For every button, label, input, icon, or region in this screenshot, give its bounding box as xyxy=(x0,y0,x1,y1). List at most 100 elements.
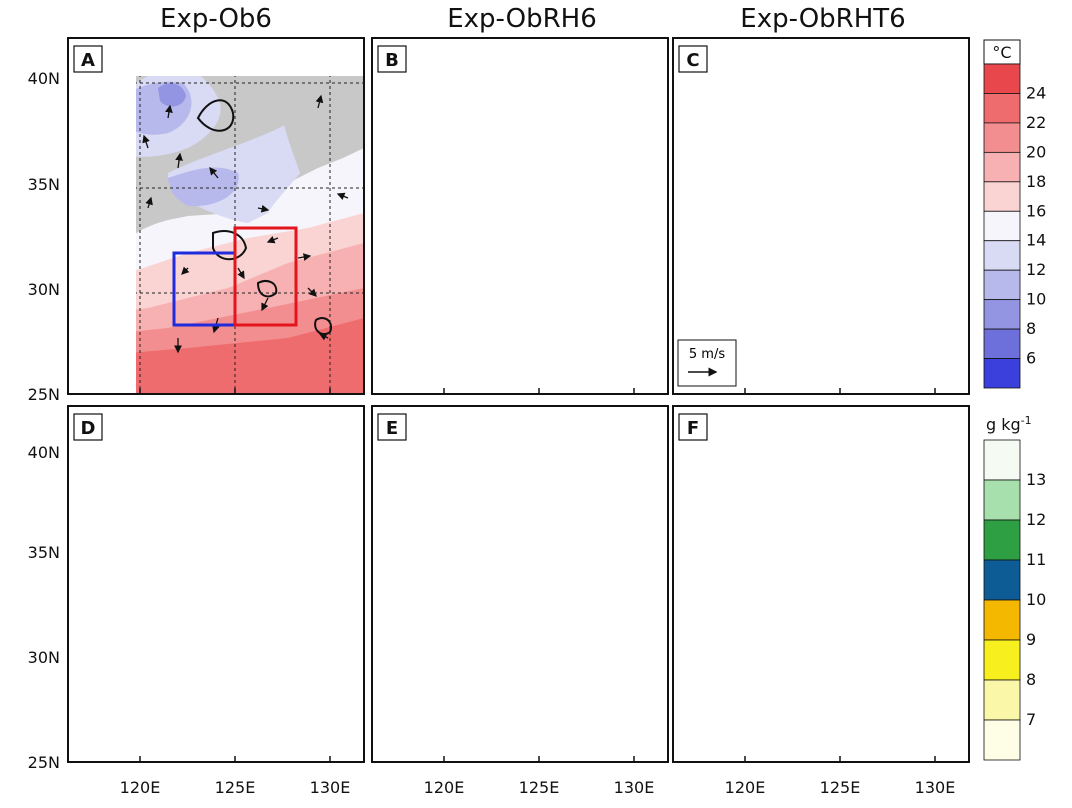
temp-band xyxy=(372,243,668,394)
contour-line xyxy=(582,591,668,656)
panel-letter-box xyxy=(73,413,103,441)
wind-vector xyxy=(165,104,173,119)
contour-label: 60 xyxy=(734,554,752,570)
wind-scale-label: 5 m/s xyxy=(689,347,725,362)
contour-label: 80 xyxy=(194,604,212,620)
china-coast xyxy=(372,516,476,631)
wind-vector xyxy=(237,267,245,280)
red-box-region xyxy=(539,596,600,693)
wind-vector xyxy=(753,198,756,208)
hum-band xyxy=(248,676,364,706)
contour-line xyxy=(823,606,843,762)
korea-peninsula xyxy=(883,68,969,173)
colorbar-tick-label: 22 xyxy=(1026,113,1046,132)
hum-band xyxy=(771,584,969,686)
lon-label: 130E xyxy=(310,778,351,797)
red-box-region xyxy=(233,226,298,327)
lon-axis: 120E 125E 130E 120E 125E 130E 120E 125E … xyxy=(120,778,956,797)
hum-band xyxy=(68,406,364,621)
contour-line xyxy=(412,724,668,746)
blue-box-region xyxy=(478,621,539,693)
colorbar-swatch xyxy=(983,63,1021,94)
bohai-sea xyxy=(693,67,826,157)
wind-vector xyxy=(787,268,793,274)
land-area xyxy=(372,38,668,394)
hum-band xyxy=(713,550,969,651)
wind-vector xyxy=(318,333,329,341)
hum-band xyxy=(372,406,668,621)
wind-vector xyxy=(394,180,402,188)
cold-core xyxy=(462,83,490,106)
temp-band xyxy=(372,318,668,394)
wind-vector xyxy=(923,96,926,108)
colorbar-tick-label: 8 xyxy=(1026,319,1036,338)
colorbar-tick-label: 20 xyxy=(1026,142,1046,161)
colorbar-humidity: g kg-1 13 12 11 10 9 8 7 xyxy=(983,412,1046,761)
china-coast xyxy=(136,163,172,232)
wind-vector xyxy=(867,298,873,310)
panel-frame xyxy=(67,37,365,395)
panel-letter-box xyxy=(73,45,103,73)
colorbar-swatch xyxy=(983,269,1021,301)
colorbar-swatch xyxy=(983,559,1021,601)
lon-label: 125E xyxy=(820,778,861,797)
wind-vector xyxy=(452,198,455,208)
china-coast xyxy=(372,148,476,263)
lat-label: 30N xyxy=(28,280,60,299)
contour-label: 60 xyxy=(904,664,922,680)
wind-vector xyxy=(873,238,883,242)
panel-frame xyxy=(67,405,365,763)
hum-band xyxy=(753,562,969,638)
red-box-region xyxy=(840,596,901,693)
panel-letter: F xyxy=(687,418,699,439)
hum-band xyxy=(572,704,668,718)
wind-vector xyxy=(622,96,625,108)
map-panel-d: 70 80 80 80 70 70 xyxy=(68,406,364,762)
wind-vector xyxy=(336,192,349,201)
colorbar-swatch xyxy=(983,639,1021,681)
map-panel-f: 70 80 60 70 80 60 80 70 70 xyxy=(673,406,969,762)
land-north xyxy=(68,406,364,446)
map-panel-e: 70 80 60 80 70 60 70 60 xyxy=(372,406,668,762)
contour-label: 70 xyxy=(764,694,782,710)
cold-tongue xyxy=(472,168,543,207)
contour-label: 70 xyxy=(764,529,782,545)
china-coast xyxy=(673,516,777,631)
blue-box-region xyxy=(779,253,840,325)
cold-tongue xyxy=(773,168,844,207)
contour-label: 80 xyxy=(513,624,531,640)
colorbar-swatch xyxy=(983,93,1021,124)
panel-letter-box xyxy=(377,413,407,441)
yellow-sea xyxy=(773,78,944,223)
colorbar-swatch xyxy=(983,679,1021,721)
cold-core xyxy=(763,83,791,106)
contour-line xyxy=(432,526,542,596)
lat-label: 25N xyxy=(28,753,60,772)
wind-vector xyxy=(128,338,130,352)
wind-vector xyxy=(514,168,522,178)
colorbar-swatch xyxy=(983,358,1021,389)
map-panel-a xyxy=(128,76,364,394)
wind-vector xyxy=(486,268,492,274)
cold-core xyxy=(158,83,186,107)
blue-box-region xyxy=(478,253,539,325)
colorbar-swatch xyxy=(983,151,1021,183)
wind-vector xyxy=(432,338,434,352)
colorbar-unit: °C xyxy=(992,43,1011,62)
korea-peninsula xyxy=(582,436,668,541)
panel-frame xyxy=(371,405,669,763)
moisture-tongue xyxy=(788,618,868,696)
wind-vector xyxy=(315,94,324,109)
colorbar-tick-label: 8 xyxy=(1026,670,1036,689)
colorbar-swatch xyxy=(983,439,1021,481)
red-box-region xyxy=(235,596,296,693)
wind-vector xyxy=(612,288,620,296)
lat-label: 30N xyxy=(28,648,60,667)
korea-peninsula xyxy=(883,436,969,541)
hum-band xyxy=(412,550,668,651)
contour-label: 60 xyxy=(603,724,621,740)
lat-axis-top: 40N 35N 30N 25N xyxy=(28,69,60,404)
contour-line xyxy=(278,591,364,656)
wind-vector xyxy=(266,235,279,244)
wind-vector xyxy=(624,334,632,338)
